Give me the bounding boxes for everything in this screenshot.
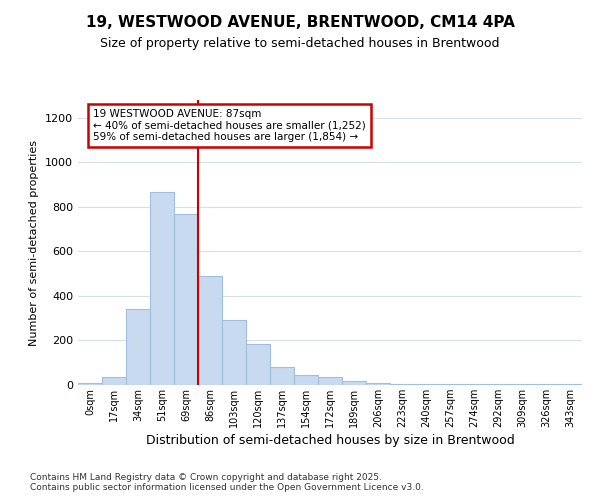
- Bar: [150, 192, 174, 385]
- Bar: [270, 367, 294, 385]
- Bar: [222, 320, 246, 385]
- Text: 19 WESTWOOD AVENUE: 87sqm
← 40% of semi-detached houses are smaller (1,252)
59% : 19 WESTWOOD AVENUE: 87sqm ← 40% of semi-…: [93, 109, 366, 142]
- Bar: [366, 383, 390, 385]
- Y-axis label: Number of semi-detached properties: Number of semi-detached properties: [29, 140, 40, 346]
- Bar: [198, 276, 222, 385]
- Bar: [246, 344, 270, 385]
- Bar: [174, 214, 198, 385]
- Bar: [486, 384, 510, 385]
- Bar: [318, 377, 342, 385]
- Bar: [510, 384, 534, 385]
- Text: 19, WESTWOOD AVENUE, BRENTWOOD, CM14 4PA: 19, WESTWOOD AVENUE, BRENTWOOD, CM14 4PA: [86, 15, 514, 30]
- Bar: [414, 384, 438, 385]
- Bar: [462, 384, 486, 385]
- Text: Contains HM Land Registry data © Crown copyright and database right 2025.
Contai: Contains HM Land Registry data © Crown c…: [30, 473, 424, 492]
- Bar: [390, 384, 414, 385]
- Bar: [126, 308, 150, 385]
- Text: Size of property relative to semi-detached houses in Brentwood: Size of property relative to semi-detach…: [100, 38, 500, 51]
- Bar: [438, 384, 462, 385]
- X-axis label: Distribution of semi-detached houses by size in Brentwood: Distribution of semi-detached houses by …: [146, 434, 514, 447]
- Bar: [102, 377, 126, 385]
- Bar: [558, 384, 582, 385]
- Bar: [294, 374, 318, 385]
- Bar: [342, 380, 366, 385]
- Bar: [78, 383, 102, 385]
- Bar: [534, 384, 558, 385]
